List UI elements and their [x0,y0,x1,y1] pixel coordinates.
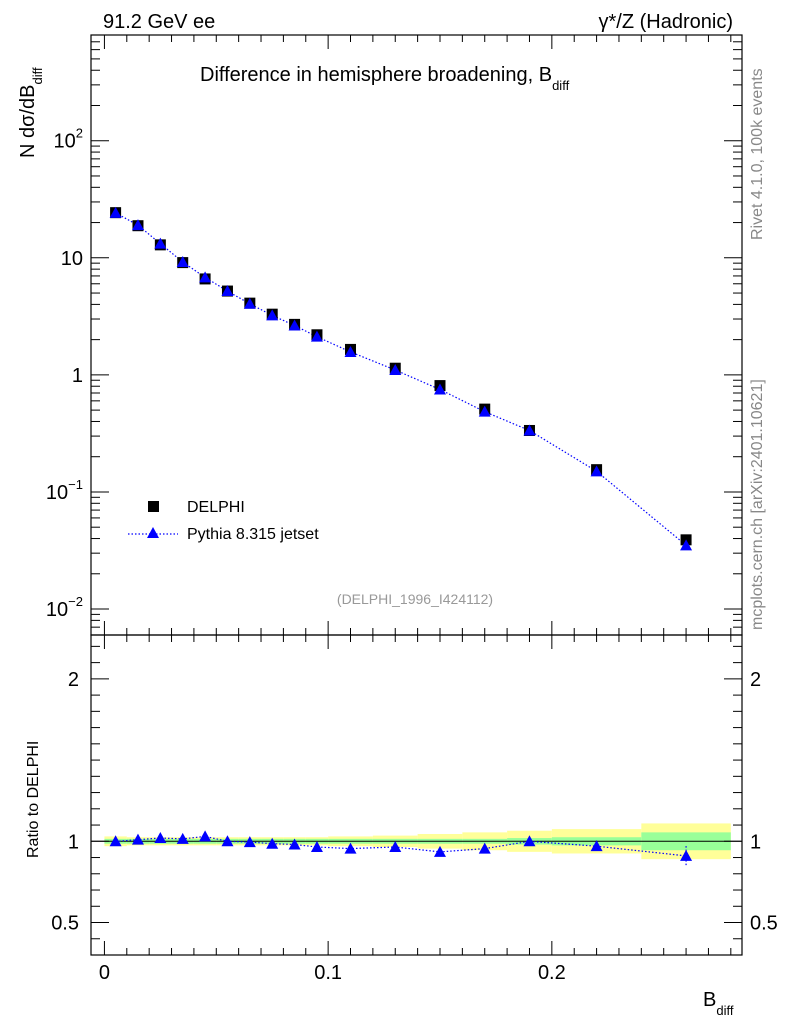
ratio-pythia-point [680,849,693,861]
pythia-point [176,256,189,268]
ratio-panel: 0.5 0.5 1 1 2 2 0 0.1 0.2 Ratio to DELPHI Bdiff [25,634,778,1018]
pythia-point [221,285,234,297]
ratio-pythia-point [389,840,402,852]
y-tick-label: 102 [54,126,83,153]
ratio-ylabel: Ratio to DELPHI [25,741,42,858]
y-tick-label: 1 [72,365,83,387]
ratio-y-tick-label: 2 [68,669,79,691]
ratio-xlabel: Bdiff [703,989,734,1018]
ratio-pythia-point [590,840,603,852]
pythia-point [433,383,446,395]
pythia-point [243,297,256,309]
ratio-series [109,830,693,866]
pythia-point [478,405,491,417]
main-plot-frame [90,34,743,636]
ratio-pythia-point [288,838,301,850]
ratio-pythia-point [523,835,536,847]
x-tick-label: 0.1 [314,962,342,984]
legend: DELPHI Pythia 8.315 jetset [128,499,319,543]
legend-label-pythia: Pythia 8.315 jetset [187,526,319,543]
pythia-point [199,271,212,283]
x-tick-label: 0.2 [538,962,566,984]
ratio-y-tick-label-right: 0.5 [750,913,778,935]
ratio-pythia-point [199,830,212,842]
legend-label-delphi: DELPHI [187,499,245,516]
ratio-pythia-point [176,832,189,844]
ratio-ytick-labels: 0.5 0.5 1 1 2 2 [51,669,778,935]
pythia-point [389,364,402,376]
main-plot-ylabel: N dσ/dBdiff [17,67,45,158]
main-plot-ytick-labels: 10−2 10−1 1 10 102 [46,126,83,621]
pythia-line [115,212,687,546]
ratio-pythia-point [243,836,256,848]
x-tick-label: 0 [99,962,110,984]
ratio-xtick-labels: 0 0.1 0.2 [99,962,566,984]
main-plot-title: Difference in hemisphere broadening, Bdi… [200,64,570,93]
y-tick-label: 10−1 [46,477,83,504]
ratio-pythia-point [344,842,357,854]
pythia-point [590,465,603,477]
legend-marker-delphi [148,501,159,512]
ratio-pythia-point [109,835,122,847]
ratio-y-tick-label: 1 [68,831,79,853]
ratio-pythia-point [154,832,167,844]
pythia-point [680,539,693,551]
main-plot-panel: 10−2 10−1 1 10 102 Difference in hemisphere … [17,34,743,636]
ratio-pythia-point [131,833,144,845]
y-tick-label: 10−2 [46,594,83,621]
ratio-ticks [91,635,742,956]
main-plot-ticks [91,34,742,636]
header-right: γ*/Z (Hadronic) [599,11,733,33]
y-tick-label: 10 [61,248,83,270]
pythia-point [288,319,301,331]
pythia-point [131,219,144,231]
ratio-y-tick-label: 0.5 [51,913,79,935]
header-left: 91.2 GeV ee [103,11,215,33]
side-label-top: Rivet 4.1.0, 100k events [749,68,766,240]
ratio-pythia-point [433,845,446,857]
main-plot-watermark: (DELPHI_1996_I424112) [337,591,493,607]
pythia-point [154,237,167,249]
ratio-pythia-point [310,840,323,852]
pythia-point [523,424,536,436]
legend-marker-pythia [147,527,159,538]
main-plot-series [109,206,693,551]
ratio-y-tick-label-right: 2 [750,669,761,691]
pythia-point [266,309,279,321]
ratio-pythia-point [221,835,234,847]
ratio-y-tick-label-right: 1 [750,831,761,853]
pythia-point [109,206,122,218]
ratio-pythia-point [266,837,279,849]
side-label-bottom: mcplots.cern.ch [arXiv:2401.10621] [749,379,766,630]
pythia-point [344,345,357,357]
ratio-frame [90,634,743,956]
ratio-pythia-point [478,842,491,854]
pythia-point [310,330,323,342]
